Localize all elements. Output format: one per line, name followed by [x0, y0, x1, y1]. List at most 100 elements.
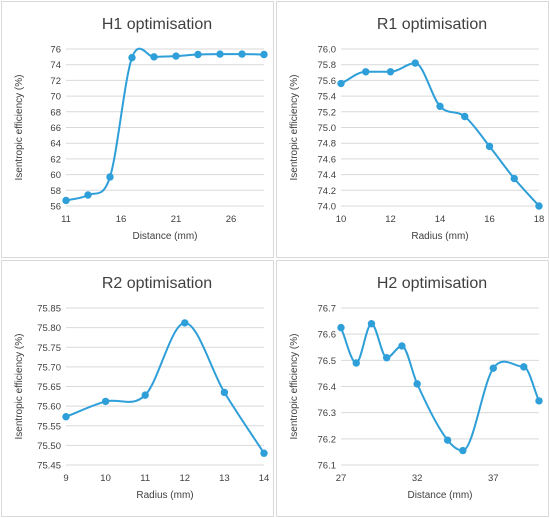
x-axis-label-h2: Distance (mm): [407, 490, 472, 501]
y-tick-label-r2-2: 75.55: [37, 421, 61, 432]
chart-r2: R2 optimisation 75.45 75.50 75.55 75.60 75.65…: [14, 275, 270, 501]
y-tick-label-r1-4: 74.8: [318, 139, 337, 150]
y-tick-label-h1-9: 74: [50, 60, 61, 71]
y-tick-label-r2-0: 75.45: [37, 461, 61, 472]
y-tick-label-r2-4: 75.65: [37, 382, 61, 393]
x-tick-label-r1-0: 10: [336, 214, 347, 225]
y-axis-label-r2: Isentropic efficiency (%): [14, 334, 25, 440]
data-point-r2-3: [181, 319, 189, 327]
x-tick-label-r1-3: 16: [484, 214, 495, 225]
chart-panel-r1: R1 optimisation 74.0 74.2 74.4 74.6 74.8 75.0 7…: [276, 1, 549, 258]
x-axis-label-r1: Radius (mm): [411, 231, 468, 242]
y-tick-label-r2-7: 75.80: [37, 323, 61, 334]
series-line-h1: [65, 47, 265, 202]
y-tick-label-h2-0: 76.1: [318, 461, 337, 472]
x-tick-label-h1-0: 11: [61, 214, 71, 225]
x-tick-label-r1-1: 12: [385, 214, 396, 225]
x-tick-label-r1-2: 14: [435, 214, 446, 225]
y-tick-label-h1-10: 76: [50, 45, 61, 56]
x-tick-label-h2-1: 32: [412, 473, 423, 484]
y-tick-label-h1-8: 72: [50, 76, 61, 87]
y-tick-label-r2-3: 75.60: [37, 402, 61, 413]
x-tick-label-r2-4: 13: [219, 473, 230, 484]
data-point-h1-0: [62, 196, 70, 205]
x-tick-label-h2-0: 27: [336, 473, 347, 484]
y-tick-label-r2-5: 75.70: [37, 362, 61, 373]
series-line-h2: [340, 322, 540, 452]
data-point-r2-4: [220, 388, 229, 397]
chart-panel-h2: H2 optimisation 76.1 76.2 76.3 76.4 76.5 76.6 7…: [276, 260, 549, 517]
y-tick-label-h1-1: 58: [50, 186, 61, 197]
y-axis-label-h2: Isentropic efficiency (%): [289, 334, 300, 440]
y-tick-label-r1-2: 74.4: [318, 170, 337, 181]
data-point-h1-7: [216, 50, 224, 58]
y-tick-label-r1-10: 76.0: [318, 45, 337, 56]
chart-title-r2: R2 optimisation: [102, 275, 212, 292]
chart-h1: H1 optimisation 56 58 60 62 64 66 68 70 72 74 76 11 1…: [14, 16, 268, 242]
data-point-h1-9: [260, 50, 268, 59]
x-axis-label-h1: Distance (mm): [132, 231, 197, 242]
x-tick-label-r2-0: 9: [63, 473, 68, 484]
data-point-r1-5: [461, 112, 469, 121]
data-point-h1-1: [84, 191, 92, 199]
data-point-h2-0: [337, 323, 345, 332]
data-point-h2-5: [413, 380, 421, 388]
data-point-r1-6: [485, 142, 494, 151]
x-tick-label-r2-5: 14: [259, 473, 270, 484]
chart-title-h1: H1 optimisation: [102, 16, 212, 33]
y-tick-label-h1-0: 56: [50, 202, 61, 213]
y-tick-label-r1-7: 75.4: [318, 92, 337, 103]
y-tick-label-h1-5: 66: [50, 123, 61, 134]
y-tick-label-h1-3: 62: [50, 154, 61, 165]
data-point-h2-3: [382, 354, 391, 362]
data-point-r2-5: [260, 449, 268, 457]
data-point-r1-0: [337, 79, 345, 88]
x-tick-label-h2-2: 37: [488, 473, 499, 484]
data-point-h1-8: [238, 50, 246, 58]
x-tick-label-r2-3: 12: [180, 473, 191, 484]
y-tick-label-r1-0: 74.0: [318, 202, 337, 213]
y-tick-label-h1-6: 68: [50, 107, 61, 118]
y-tick-label-r1-1: 74.2: [318, 186, 337, 197]
data-point-h1-5: [172, 52, 180, 60]
data-point-r2-0: [62, 413, 70, 421]
data-point-r1-4: [436, 102, 444, 111]
data-point-h1-2: [106, 173, 114, 181]
y-tick-label-h2-5: 76.6: [318, 330, 337, 341]
y-tick-label-h1-7: 70: [50, 92, 61, 103]
y-tick-label-h2-2: 76.3: [318, 408, 337, 419]
y-tick-label-r1-8: 75.6: [318, 76, 337, 87]
chart-title-h2: H2 optimisation: [377, 275, 487, 292]
data-point-h2-2: [367, 320, 376, 328]
data-point-r1-3: [411, 59, 419, 67]
x-tick-label-h1-3: 26: [226, 214, 237, 225]
y-tick-label-r2-8: 75.85: [37, 304, 61, 315]
x-tick-label-h1-2: 21: [171, 214, 182, 225]
y-tick-label-r1-9: 75.8: [318, 60, 337, 71]
x-tick-label-r2-1: 10: [100, 473, 111, 484]
data-point-h2-1: [352, 359, 360, 367]
data-point-h2-7: [459, 446, 467, 455]
series-line-r2: [65, 321, 265, 454]
data-point-h1-3: [128, 53, 136, 62]
data-point-h2-10: [535, 397, 543, 405]
series-line-r1: [340, 62, 540, 207]
x-axis-label-r2: Radius (mm): [136, 490, 193, 501]
chart-panel-r2: R2 optimisation 75.45 75.50 75.55 75.60 75.65…: [1, 260, 274, 517]
y-axis-label-h1: Isentropic efficiency (%): [14, 75, 25, 181]
data-point-h2-4: [398, 342, 406, 350]
x-tick-label-h1-1: 16: [116, 214, 127, 225]
chart-title-r1: R1 optimisation: [377, 16, 487, 33]
data-point-h1-4: [150, 53, 158, 61]
x-tick-label-r1-4: 18: [534, 214, 545, 225]
data-point-r2-2: [141, 391, 149, 399]
data-point-h2-9: [520, 363, 528, 371]
y-tick-label-h2-6: 76.7: [318, 304, 337, 315]
data-point-h2-8: [489, 364, 498, 372]
y-tick-label-h1-2: 60: [50, 170, 61, 181]
data-point-r1-2: [386, 68, 395, 76]
y-tick-label-h2-4: 76.5: [318, 356, 337, 367]
data-point-r1-1: [362, 68, 370, 76]
y-tick-label-r2-1: 75.50: [37, 441, 61, 452]
